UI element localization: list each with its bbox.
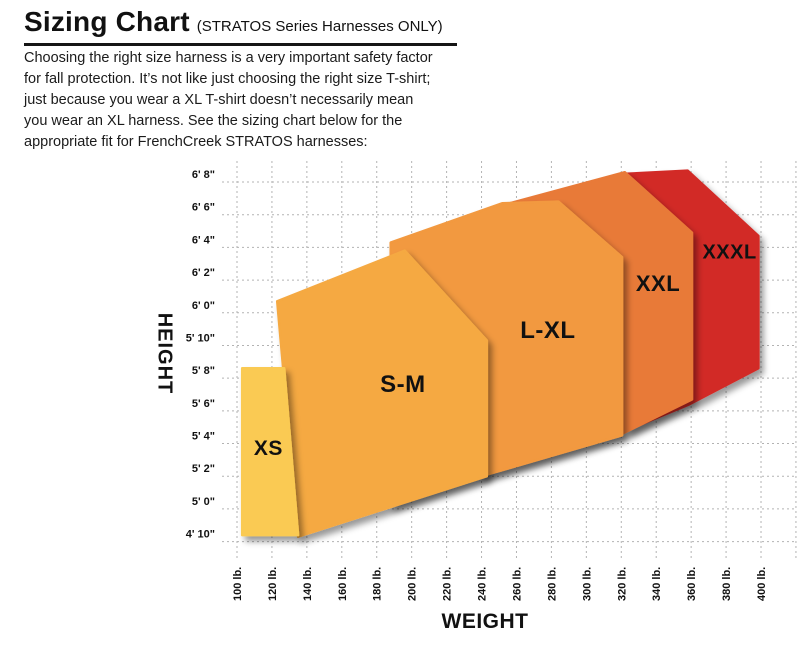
x-tick-label: 240 lb. bbox=[477, 567, 489, 601]
y-tick-label: 6' 4" bbox=[192, 234, 215, 246]
x-tick-label: 380 lb. bbox=[721, 567, 733, 601]
x-tick-label: 140 lb. bbox=[302, 567, 314, 601]
y-tick-label: 6' 2" bbox=[192, 267, 215, 279]
region-label-l-xl: L-XL bbox=[520, 317, 575, 344]
x-tick-label: 360 lb. bbox=[686, 567, 698, 601]
region-label-xxxl: XXXL bbox=[702, 241, 756, 263]
x-tick-label: 260 lb. bbox=[511, 567, 523, 601]
size-region-labels: XS S-M L-XL XXL XXXL bbox=[254, 241, 756, 460]
y-axis-tick-labels: 6' 8" 6' 6" 6' 4" 6' 2" 6' 0" 5' 10" 5' 8" 5' 6… bbox=[186, 169, 215, 541]
region-label-s-m: S-M bbox=[380, 371, 426, 398]
x-axis-title: WEIGHT bbox=[441, 610, 529, 633]
x-tick-label: 220 lb. bbox=[442, 567, 454, 601]
page-heading: Sizing Chart (STRATOS Series Harnesses ON… bbox=[24, 6, 457, 46]
intro-paragraph: Choosing the right size harness is a ver… bbox=[24, 50, 433, 150]
x-tick-label: 160 lb. bbox=[337, 567, 349, 601]
x-tick-label: 100 lb. bbox=[232, 567, 244, 601]
x-tick-label: 300 lb. bbox=[581, 567, 593, 601]
region-xs bbox=[240, 367, 300, 537]
y-tick-label: 5' 8" bbox=[192, 365, 215, 377]
x-tick-label: 120 lb. bbox=[267, 567, 279, 601]
x-tick-label: 180 lb. bbox=[372, 567, 384, 601]
x-tick-label: 320 lb. bbox=[616, 567, 628, 601]
x-tick-label: 200 lb. bbox=[407, 567, 419, 601]
y-tick-label: 4' 10" bbox=[186, 529, 215, 541]
y-tick-label: 5' 6" bbox=[192, 398, 215, 410]
size-regions bbox=[240, 169, 760, 538]
x-tick-label: 340 lb. bbox=[651, 567, 663, 601]
y-tick-label: 5' 2" bbox=[192, 463, 215, 475]
x-tick-label: 280 lb. bbox=[546, 567, 558, 601]
x-axis-tick-labels: 100 lb. 120 lb. 140 lb. 160 lb. 180 lb. 200 l… bbox=[232, 567, 768, 601]
page-title: Sizing Chart bbox=[24, 6, 190, 37]
region-label-xs: XS bbox=[254, 437, 283, 460]
region-label-xxl: XXL bbox=[636, 271, 680, 296]
y-tick-label: 5' 0" bbox=[192, 496, 215, 508]
y-tick-label: 6' 0" bbox=[192, 300, 215, 312]
page-subtitle: (STRATOS Series Harnesses ONLY) bbox=[196, 18, 443, 35]
y-tick-label: 5' 4" bbox=[192, 431, 215, 443]
y-tick-label: 6' 6" bbox=[192, 202, 215, 214]
y-tick-label: 6' 8" bbox=[192, 169, 215, 181]
x-tick-label: 400 lb. bbox=[756, 567, 768, 601]
y-tick-label: 5' 10" bbox=[186, 332, 215, 344]
